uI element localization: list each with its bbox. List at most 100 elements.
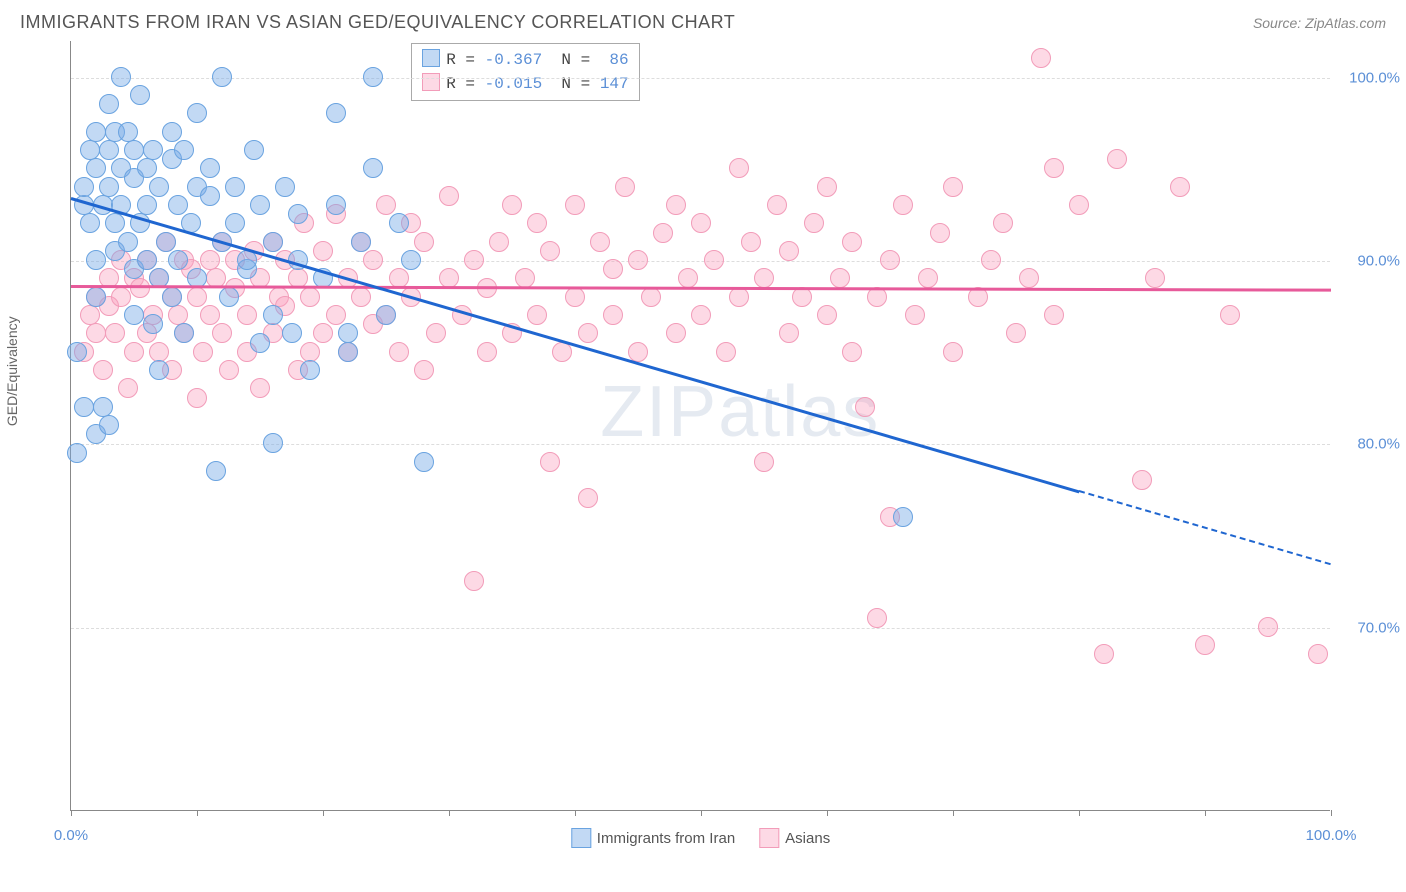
source-attribution: Source: ZipAtlas.com: [1253, 15, 1386, 31]
legend-swatch: [422, 49, 440, 67]
data-point-asians: [666, 195, 686, 215]
legend-item: Immigrants from Iran: [571, 828, 735, 848]
data-point-iran: [80, 140, 100, 160]
chart-container: GED/Equivalency ZIPatlas R = -0.367 N = …: [20, 41, 1386, 861]
data-point-iran: [288, 204, 308, 224]
data-point-asians: [804, 213, 824, 233]
data-point-iran: [326, 103, 346, 123]
data-point-iran: [414, 452, 434, 472]
data-point-iran: [225, 213, 245, 233]
x-tick-mark: [953, 810, 954, 816]
data-point-iran: [137, 195, 157, 215]
data-point-iran: [74, 177, 94, 197]
data-point-asians: [1069, 195, 1089, 215]
data-point-iran: [86, 250, 106, 270]
data-point-asians: [1220, 305, 1240, 325]
data-point-iran: [893, 507, 913, 527]
data-point-asians: [200, 250, 220, 270]
x-tick-mark: [197, 810, 198, 816]
data-point-asians: [842, 342, 862, 362]
data-point-iran: [86, 287, 106, 307]
data-point-asians: [439, 186, 459, 206]
data-point-asians: [754, 452, 774, 472]
data-point-asians: [880, 250, 900, 270]
data-point-asians: [905, 305, 925, 325]
y-tick-label: 90.0%: [1340, 253, 1400, 270]
data-point-iran: [86, 158, 106, 178]
data-point-iran: [168, 250, 188, 270]
data-point-asians: [779, 241, 799, 261]
data-point-asians: [1019, 268, 1039, 288]
data-point-asians: [628, 342, 648, 362]
data-point-asians: [351, 287, 371, 307]
data-point-asians: [250, 378, 270, 398]
data-point-iran: [263, 305, 283, 325]
data-point-asians: [565, 287, 585, 307]
data-point-iran: [168, 195, 188, 215]
data-point-iran: [67, 443, 87, 463]
data-point-asians: [80, 305, 100, 325]
gridline: [71, 78, 1330, 79]
data-point-asians: [867, 608, 887, 628]
x-tick-mark: [1079, 810, 1080, 816]
data-point-asians: [376, 195, 396, 215]
data-point-iran: [124, 140, 144, 160]
stats-legend-box: R = -0.367 N = 86R = -0.015 N = 147: [411, 43, 639, 101]
y-tick-label: 80.0%: [1340, 436, 1400, 453]
legend-swatch: [759, 828, 779, 848]
data-point-asians: [943, 177, 963, 197]
data-point-asians: [565, 195, 585, 215]
data-point-asians: [691, 213, 711, 233]
data-point-asians: [1132, 470, 1152, 490]
x-tick-mark: [827, 810, 828, 816]
data-point-asians: [313, 323, 333, 343]
data-point-asians: [464, 250, 484, 270]
legend-swatch: [422, 73, 440, 91]
data-point-asians: [741, 232, 761, 252]
data-point-asians: [326, 305, 346, 325]
stats-row: R = -0.015 N = 147: [422, 72, 628, 96]
data-point-asians: [414, 232, 434, 252]
data-point-iran: [244, 140, 264, 160]
data-point-asians: [653, 223, 673, 243]
data-point-asians: [729, 158, 749, 178]
data-point-asians: [691, 305, 711, 325]
data-point-asians: [93, 360, 113, 380]
data-point-asians: [930, 223, 950, 243]
data-point-asians: [1107, 149, 1127, 169]
data-point-asians: [993, 213, 1013, 233]
data-point-asians: [615, 177, 635, 197]
data-point-asians: [300, 287, 320, 307]
y-tick-label: 70.0%: [1340, 619, 1400, 636]
data-point-iran: [149, 177, 169, 197]
data-point-asians: [767, 195, 787, 215]
data-point-iran: [401, 250, 421, 270]
data-point-iran: [300, 360, 320, 380]
data-point-asians: [540, 241, 560, 261]
data-point-iran: [111, 67, 131, 87]
data-point-iran: [200, 158, 220, 178]
data-point-asians: [603, 305, 623, 325]
x-tick-mark: [1205, 810, 1206, 816]
data-point-asians: [1308, 644, 1328, 664]
data-point-asians: [527, 213, 547, 233]
data-point-asians: [578, 488, 598, 508]
data-point-asians: [237, 305, 257, 325]
data-point-asians: [389, 342, 409, 362]
data-point-asians: [118, 378, 138, 398]
data-point-iran: [174, 323, 194, 343]
gridline: [71, 261, 1330, 262]
gridline: [71, 628, 1330, 629]
y-tick-label: 100.0%: [1340, 69, 1400, 86]
data-point-iran: [99, 94, 119, 114]
data-point-asians: [502, 195, 522, 215]
data-point-asians: [111, 287, 131, 307]
x-tick-mark: [323, 810, 324, 816]
data-point-iran: [250, 333, 270, 353]
data-point-asians: [830, 268, 850, 288]
data-point-asians: [1006, 323, 1026, 343]
plot-area: ZIPatlas R = -0.367 N = 86R = -0.015 N =…: [70, 41, 1330, 811]
stats-row: R = -0.367 N = 86: [422, 48, 628, 72]
data-point-asians: [716, 342, 736, 362]
data-point-asians: [817, 177, 837, 197]
